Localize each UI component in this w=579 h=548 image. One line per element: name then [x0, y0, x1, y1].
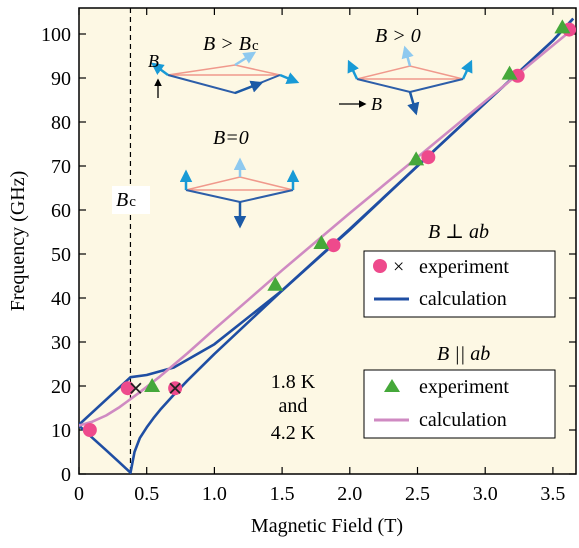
field-arrow-label: B: [371, 94, 382, 114]
data-point-cross: [130, 382, 142, 394]
y-tick-label: 70: [51, 156, 71, 178]
x-tick-label: 3.5: [540, 483, 565, 505]
critical-field-label: Bc: [116, 189, 136, 211]
legend-perp-box: [363, 250, 556, 318]
x-tick-label: 0: [74, 483, 84, 505]
x-tick-label: 1.5: [270, 483, 295, 505]
data-point-triangle: [501, 65, 518, 80]
data-point-triangle: [144, 378, 161, 392]
zero-field-inset-label: B=0: [213, 127, 249, 149]
spin-arrow: [407, 91, 420, 116]
spin-arrow: [347, 59, 359, 80]
positive-field-inset: B > 0 B: [339, 25, 473, 116]
y-tick-label: 10: [51, 420, 71, 442]
positive-field-inset-label: B > 0: [375, 25, 421, 47]
legend-cross-marker: ×: [393, 256, 404, 278]
legend-perpendicular: × experiment calculation: [363, 250, 556, 318]
y-tick-label: 90: [51, 68, 71, 90]
spin-arrow: [234, 51, 257, 67]
plot-frame: [78, 7, 577, 475]
y-tick-label: 80: [51, 112, 71, 134]
data-point-cross: [169, 382, 181, 394]
y-tick-label: 20: [51, 376, 71, 398]
legend-par-box: [363, 369, 556, 439]
series-line: [79, 27, 575, 427]
y-axis: 0 10 20 30 40 50 60 70 80 90 100: [41, 24, 576, 486]
data-point-triangle: [313, 235, 330, 249]
x-tick-label: 3.0: [473, 483, 498, 505]
legend-par-calc-label: calculation: [419, 409, 507, 431]
field-arrow-label: B: [148, 51, 159, 71]
spin-arrow: [279, 72, 300, 84]
data-point-circle: [421, 150, 436, 165]
x-tick-label: 2.0: [337, 483, 362, 505]
spin-arrow: [150, 62, 169, 77]
x-axis-label: Magnetic Field (T): [251, 515, 403, 537]
y-tick-label: 0: [61, 464, 71, 486]
high-field-inset-label: B > Bc: [203, 33, 259, 55]
y-tick-label: 50: [51, 244, 71, 266]
x-tick-label: 2.5: [405, 483, 430, 505]
y-tick-label: 40: [51, 288, 71, 310]
y-tick-label: 100: [41, 24, 71, 46]
y-tick-label: 30: [51, 332, 71, 354]
legend-par-experiment-label: experiment: [419, 376, 509, 398]
data-point-triangle: [554, 19, 571, 34]
x-axis: 0 0.5 1.0 1.5 2.0 2.5 3.0 3.5: [74, 8, 565, 505]
temperature-line-2: and: [279, 395, 308, 417]
triangle-upper: [167, 64, 281, 76]
temperature-line-1: 1.8 K: [271, 371, 316, 393]
data-point-circle: [82, 423, 97, 437]
series-line: [79, 17, 575, 474]
high-field-inset: B > Bc B: [148, 33, 300, 98]
triangle-upper: [356, 65, 464, 80]
zero-field-inset: B=0: [179, 127, 300, 229]
triangle-upper: [185, 176, 294, 191]
legend-triangle-marker: [384, 379, 400, 392]
y-tick-label: 60: [51, 200, 71, 222]
data-point-triangle: [408, 151, 425, 166]
x-tick-label: 1.0: [202, 483, 227, 505]
x-tick-label: 0.5: [134, 483, 159, 505]
legend-circle-marker: [373, 259, 387, 273]
spin-arrow: [461, 59, 473, 80]
temperature-line-3: 4.2 K: [271, 422, 316, 444]
legend-parallel: experiment calculation: [363, 369, 556, 439]
legend-perp-title: B ⊥ ab: [428, 221, 489, 243]
data-point-circle: [120, 381, 135, 396]
legend-perp-experiment-label: experiment: [419, 256, 509, 278]
legend-par-title: B || ab: [437, 343, 490, 365]
y-axis-label: Frequency (GHz): [7, 171, 29, 312]
critical-field-label-bg: [112, 186, 150, 214]
spin-arrow: [234, 80, 264, 95]
spin-arrow: [401, 45, 414, 67]
data-point-triangle: [267, 276, 284, 291]
legend-perp-calc-label: calculation: [419, 288, 507, 310]
data-point-circle: [326, 238, 341, 253]
series-layer: [79, 17, 576, 474]
